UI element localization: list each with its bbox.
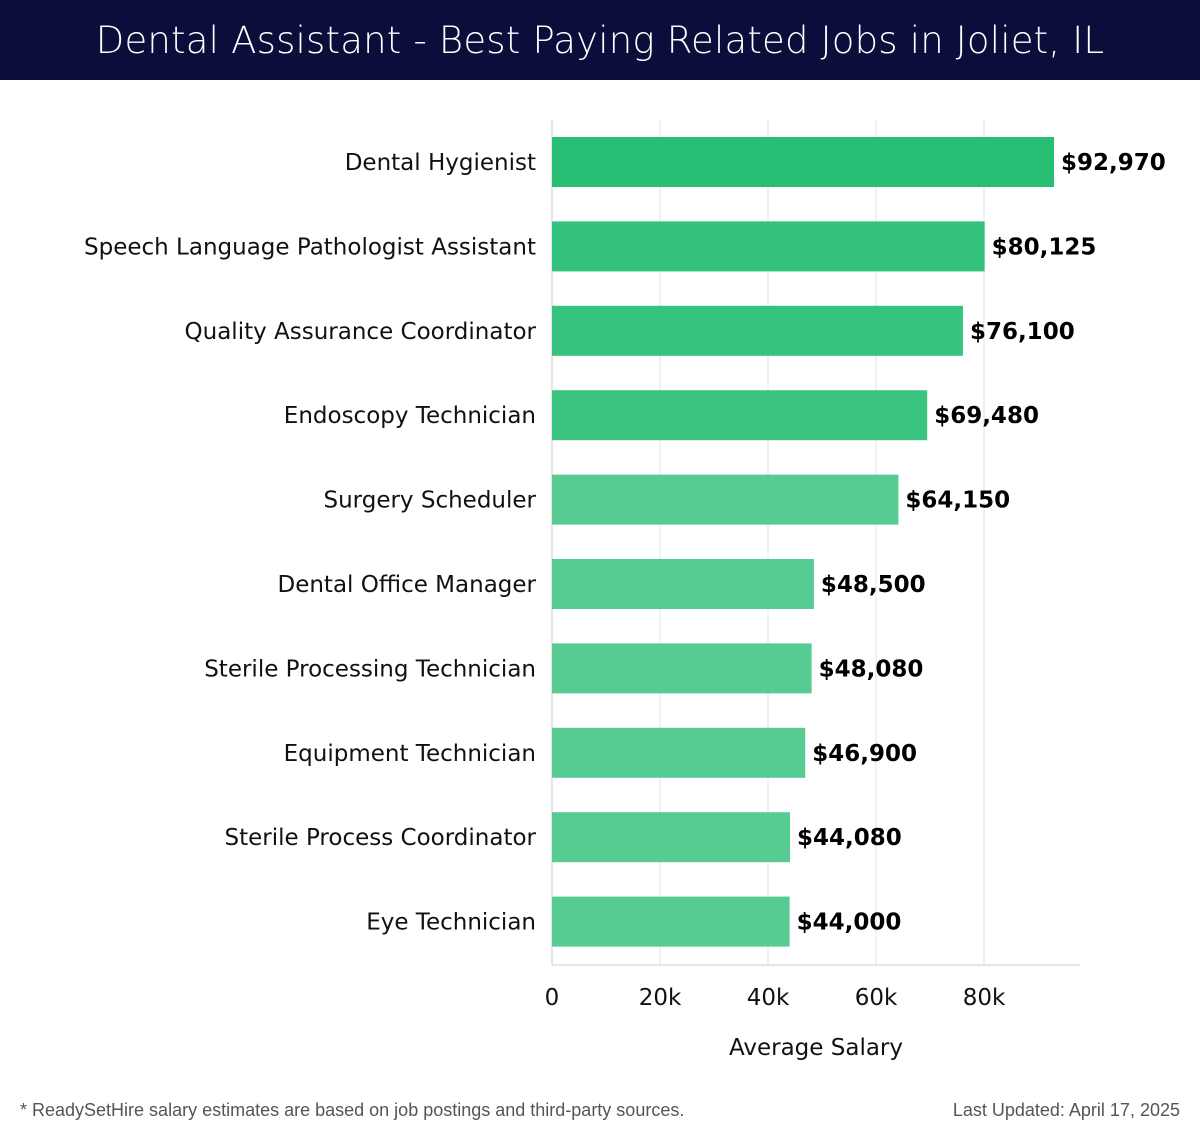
bar — [552, 137, 1055, 187]
category-label: Sterile Processing Technician — [204, 656, 536, 682]
x-tick-label: 0 — [545, 985, 560, 1011]
value-label: $46,900 — [812, 741, 917, 767]
category-label: Dental Office Manager — [277, 572, 536, 598]
bar — [552, 390, 928, 441]
value-labels: $92,970 $80,125 $76,100 $69,480 $64,150 $48,5… — [797, 150, 1166, 936]
bar — [552, 305, 963, 356]
bar-chart: Dental Hygienist Speech Language Patholog… — [84, 120, 1166, 1061]
bar — [552, 812, 791, 863]
value-label: $92,970 — [1061, 150, 1166, 176]
bar — [552, 727, 806, 778]
last-updated: Last Updated: April 17, 2025 — [952, 1100, 1180, 1120]
category-label: Surgery Scheduler — [323, 488, 536, 514]
chart-title: Dental Assistant - Best Paying Related J… — [95, 18, 1105, 62]
category-label: Speech Language Pathologist Assistant — [84, 234, 536, 260]
footnote: * ReadySetHire salary estimates are base… — [20, 1100, 685, 1120]
x-tick-label: 60k — [855, 985, 898, 1011]
category-labels: Dental Hygienist Speech Language Patholog… — [84, 150, 537, 936]
x-tick-label: 20k — [639, 985, 682, 1011]
category-label: Eye Technician — [366, 910, 536, 936]
category-label: Equipment Technician — [284, 741, 536, 767]
x-tick-label: 40k — [747, 985, 790, 1011]
x-axis-ticks: 0 20k 40k 60k 80k — [545, 985, 1006, 1011]
value-label: $48,080 — [819, 656, 924, 682]
bar — [552, 643, 812, 694]
category-label: Dental Hygienist — [345, 150, 536, 176]
bar — [552, 221, 985, 272]
x-axis-title: Average Salary — [729, 1035, 903, 1061]
value-label: $80,125 — [992, 234, 1097, 260]
bar — [552, 896, 790, 947]
value-label: $64,150 — [905, 488, 1010, 514]
value-label: $44,080 — [797, 825, 902, 851]
value-label: $44,000 — [797, 910, 902, 936]
value-label: $48,500 — [821, 572, 926, 598]
bars — [552, 137, 1055, 947]
value-label: $69,480 — [934, 403, 1039, 429]
value-label: $76,100 — [970, 319, 1075, 345]
x-tick-label: 80k — [963, 985, 1006, 1011]
chart-header: Dental Assistant - Best Paying Related J… — [0, 0, 1200, 80]
bar — [552, 474, 899, 525]
category-label: Sterile Process Coordinator — [225, 825, 537, 851]
category-label: Endoscopy Technician — [284, 403, 536, 429]
category-label: Quality Assurance Coordinator — [185, 319, 537, 345]
bar — [552, 559, 814, 609]
